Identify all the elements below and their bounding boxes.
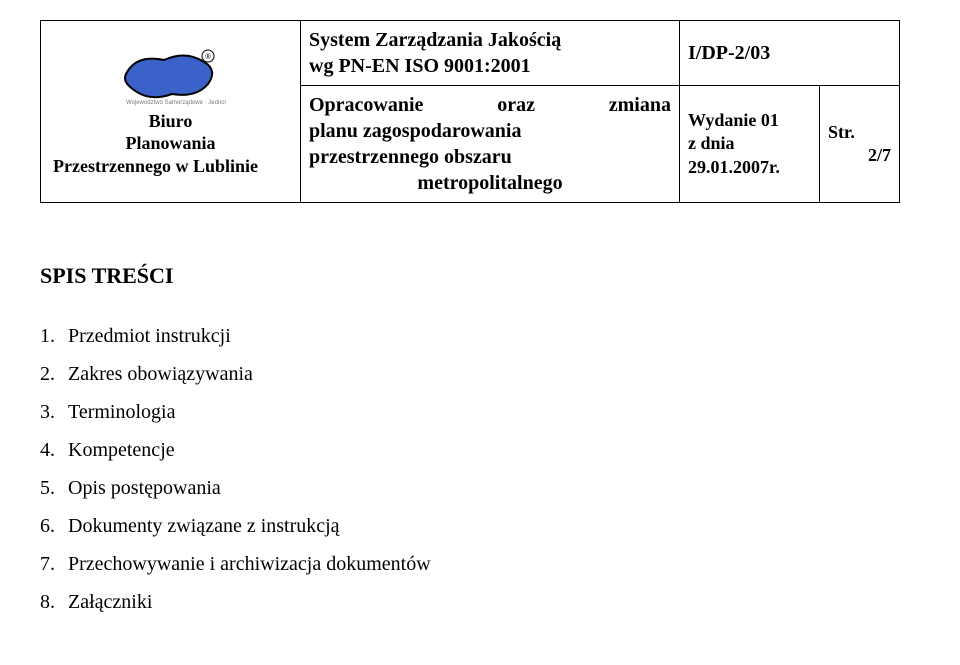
- toc-item: 1.Przedmiot instrukcji: [40, 317, 900, 355]
- header-table: ® Województwo Samorządowe · Jednostka Or…: [40, 20, 900, 203]
- doc-code: I/DP-2/03: [688, 42, 891, 65]
- toc-item-num: 7.: [40, 545, 68, 583]
- toc-item-text: Załączniki: [68, 591, 152, 613]
- toc-item-text: Terminologia: [68, 401, 175, 423]
- toc-item: 3.Terminologia: [40, 393, 900, 431]
- toc-item-text: Przedmiot instrukcji: [68, 325, 231, 347]
- toc-item-text: Kompetencje: [68, 439, 175, 461]
- toc-list: 1.Przedmiot instrukcji 2.Zakres obowiązy…: [40, 317, 900, 621]
- issue-line2: z dnia: [688, 132, 811, 155]
- document-page: ® Województwo Samorządowe · Jednostka Or…: [0, 0, 960, 665]
- issue-line3: 29.01.2007r.: [688, 156, 811, 179]
- toc-item-text: Dokumenty związane z instrukcją: [68, 515, 340, 537]
- doc-title-line3: przestrzennego obszaru: [309, 144, 671, 170]
- org-logo-icon: ® Województwo Samorządowe · Jednostka Or…: [116, 46, 226, 106]
- issue-cell: Wydanie 01 z dnia 29.01.2007r.: [680, 86, 820, 203]
- logo-caption: Województwo Samorządowe · Jednostka Orga…: [126, 100, 226, 106]
- doc-title-line1: Opracowanie oraz zmiana: [309, 92, 671, 118]
- toc-item-num: 3.: [40, 393, 68, 431]
- org-name-line3: Przestrzennego w Lublinie: [49, 155, 292, 178]
- doc-title-line2: planu zagospodarowania: [309, 118, 671, 144]
- page-label: Str.: [828, 121, 891, 144]
- toc-section: SPIS TREŚCI 1.Przedmiot instrukcji 2.Zak…: [40, 263, 900, 621]
- doc-title-w3: zmiana: [609, 92, 671, 118]
- toc-item-num: 4.: [40, 431, 68, 469]
- toc-item: 7.Przechowywanie i archiwizacja dokument…: [40, 545, 900, 583]
- toc-item-text: Opis postępowania: [68, 477, 221, 499]
- system-title-line2: wg PN-EN ISO 9001:2001: [309, 53, 671, 79]
- toc-item: 8.Załączniki: [40, 583, 900, 621]
- doc-code-cell: I/DP-2/03: [680, 21, 900, 86]
- toc-item-num: 2.: [40, 355, 68, 393]
- page-value: 2/7: [828, 144, 891, 167]
- registered-mark: ®: [204, 52, 210, 61]
- system-title-cell: System Zarządzania Jakością wg PN-EN ISO…: [301, 21, 680, 86]
- toc-title: SPIS TREŚCI: [40, 263, 900, 289]
- toc-item: 2.Zakres obowiązywania: [40, 355, 900, 393]
- doc-title-cell: Opracowanie oraz zmiana planu zagospodar…: [301, 86, 680, 203]
- toc-item-text: Przechowywanie i archiwizacja dokumentów: [68, 553, 431, 575]
- doc-title-line4: metropolitalnego: [309, 170, 671, 196]
- page-number-cell: Str. 2/7: [820, 86, 900, 203]
- toc-item-num: 1.: [40, 317, 68, 355]
- toc-item: 5.Opis postępowania: [40, 469, 900, 507]
- system-title-line1: System Zarządzania Jakością: [309, 27, 671, 53]
- org-name-line1: Biuro: [49, 110, 292, 133]
- doc-title-w2: oraz: [497, 92, 535, 118]
- toc-item-text: Zakres obowiązywania: [68, 363, 253, 385]
- toc-item: 6.Dokumenty związane z instrukcją: [40, 507, 900, 545]
- toc-item: 4.Kompetencje: [40, 431, 900, 469]
- org-name-line2: Planowania: [49, 132, 292, 155]
- toc-item-num: 6.: [40, 507, 68, 545]
- issue-line1: Wydanie 01: [688, 109, 811, 132]
- toc-item-num: 5.: [40, 469, 68, 507]
- org-cell: ® Województwo Samorządowe · Jednostka Or…: [41, 21, 301, 203]
- doc-title-w1: Opracowanie: [309, 92, 423, 118]
- toc-item-num: 8.: [40, 583, 68, 621]
